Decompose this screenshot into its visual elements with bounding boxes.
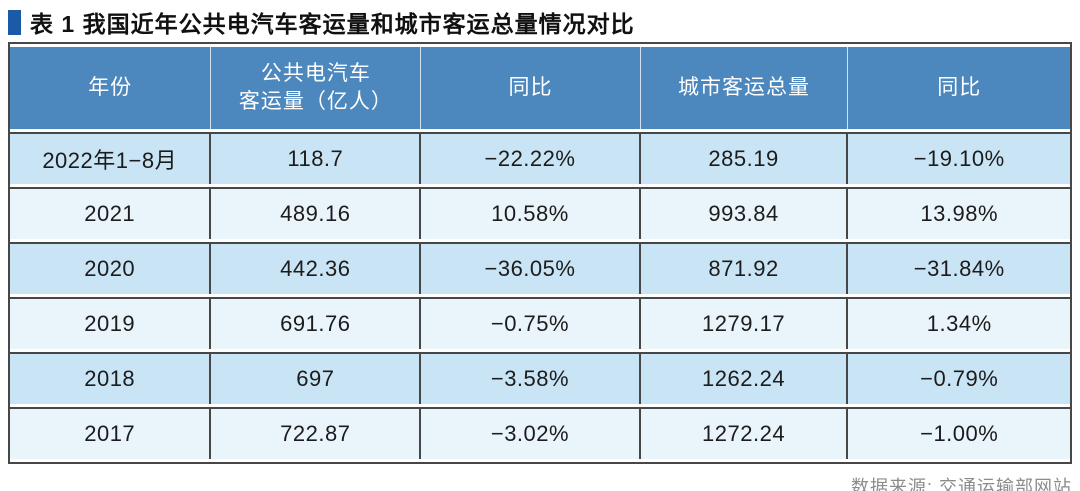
table-cell-bus-volume: 722.87 xyxy=(211,407,422,459)
table-cell-year: 2018 xyxy=(10,352,212,404)
table-row: 2021 489.16 10.58% 993.84 13.98% xyxy=(10,187,1070,239)
col-header-city-yoy: 同比 xyxy=(848,47,1070,129)
col-header-bus-volume: 公共电汽车 客运量（亿人） xyxy=(211,47,422,129)
table-row: 2017 722.87 −3.02% 1272.24 −1.00% xyxy=(10,407,1070,459)
table-cell-bus-volume: 442.36 xyxy=(211,242,422,294)
table-cell-year: 2022年1−8月 xyxy=(10,132,212,184)
table-cell-city-yoy: 1.34% xyxy=(848,297,1070,349)
table-cell-year: 2021 xyxy=(10,187,212,239)
table-cell-bus-yoy: 10.58% xyxy=(421,187,641,239)
table-cell-city-total: 871.92 xyxy=(640,242,849,294)
table-cell-city-total: 1272.24 xyxy=(640,407,849,459)
table-cell-year: 2017 xyxy=(10,407,212,459)
table-title: 表 1 我国近年公共电汽车客运量和城市客运总量情况对比 xyxy=(30,11,635,37)
table-cell-bus-yoy: −3.58% xyxy=(421,352,641,404)
col-header-year: 年份 xyxy=(10,47,212,129)
table-cell-bus-volume: 118.7 xyxy=(211,132,422,184)
table-cell-bus-volume: 489.16 xyxy=(211,187,422,239)
col-header-bus-yoy: 同比 xyxy=(421,47,641,129)
table-cell-city-total: 993.84 xyxy=(640,187,849,239)
table-row: 2018 697 −3.58% 1262.24 −0.79% xyxy=(10,352,1070,404)
table-cell-city-yoy: −1.00% xyxy=(848,407,1070,459)
table-title-row: 表 1 我国近年公共电汽车客运量和城市客运总量情况对比 xyxy=(8,7,1072,37)
col-header-city-total: 城市客运总量 xyxy=(640,47,849,129)
table-cell-year: 2019 xyxy=(10,297,212,349)
table-cell-bus-volume: 691.76 xyxy=(211,297,422,349)
table-row: 2019 691.76 −0.75% 1279.17 1.34% xyxy=(10,297,1070,349)
table-cell-bus-yoy: −36.05% xyxy=(421,242,641,294)
table-cell-bus-volume: 697 xyxy=(211,352,422,404)
table-cell-bus-yoy: −0.75% xyxy=(421,297,641,349)
table-cell-city-yoy: −0.79% xyxy=(848,352,1070,404)
table-cell-city-total: 1262.24 xyxy=(640,352,849,404)
table-cell-bus-yoy: −3.02% xyxy=(421,407,641,459)
table-header-row: 年份 公共电汽车 客运量（亿人） 同比 城市客运总量 同比 xyxy=(10,47,1070,129)
table-cell-city-total: 285.19 xyxy=(640,132,849,184)
table-cell-city-yoy: −31.84% xyxy=(848,242,1070,294)
table-cell-city-yoy: −19.10% xyxy=(848,132,1070,184)
comparison-table: 年份 公共电汽车 客运量（亿人） 同比 城市客运总量 同比 2022年1−8月 1… xyxy=(8,42,1072,464)
table-row: 2020 442.36 −36.05% 871.92 −31.84% xyxy=(10,242,1070,294)
table-cell-city-yoy: 13.98% xyxy=(848,187,1070,239)
title-bullet-icon xyxy=(8,9,21,35)
table-cell-city-total: 1279.17 xyxy=(640,297,849,349)
table-cell-year: 2020 xyxy=(10,242,212,294)
table-cell-bus-yoy: −22.22% xyxy=(421,132,641,184)
table-row: 2022年1−8月 118.7 −22.22% 285.19 −19.10% xyxy=(10,132,1070,184)
data-source: 数据来源: 交通运输部网站 xyxy=(850,477,1072,491)
table-body: 2022年1−8月 118.7 −22.22% 285.19 −19.10% 2021 48… xyxy=(10,132,1070,459)
